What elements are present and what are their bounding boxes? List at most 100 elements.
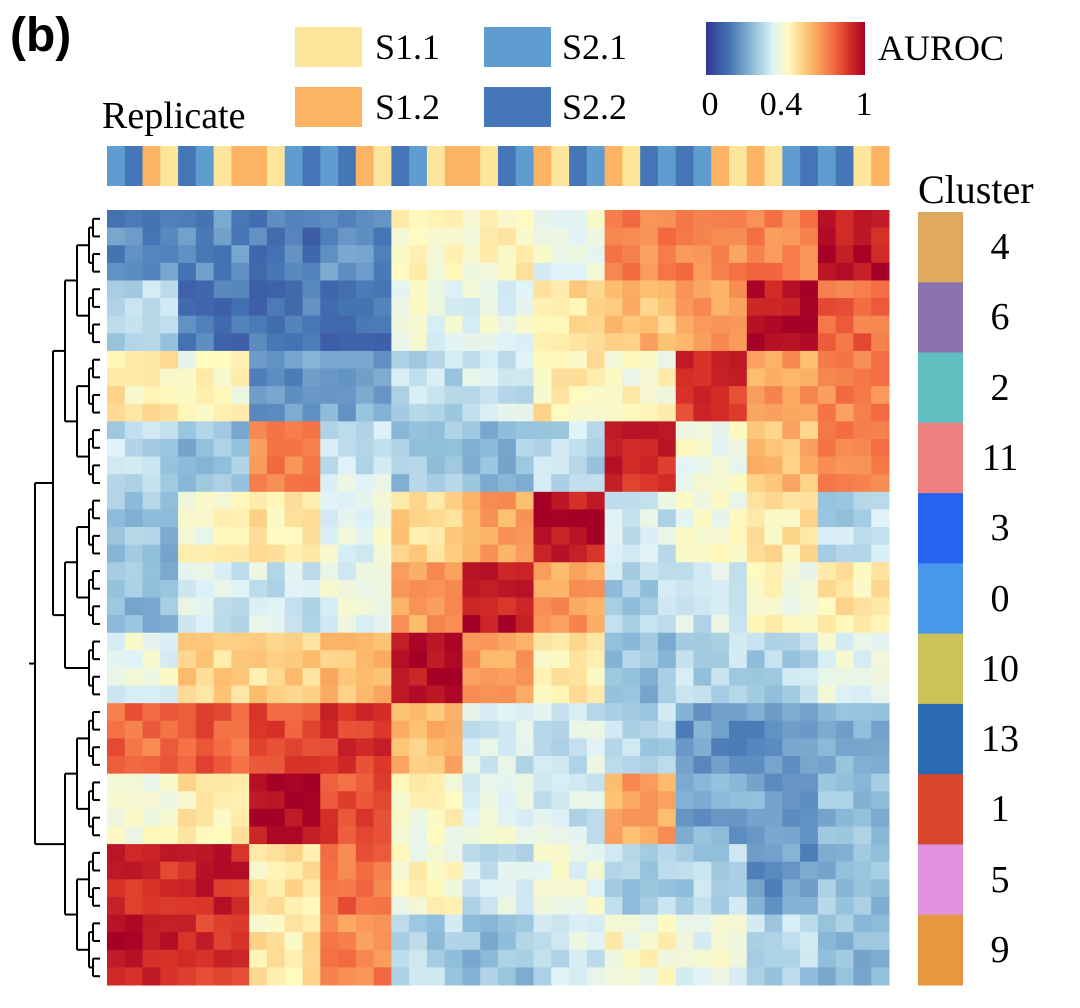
heatmap-cell <box>195 210 215 229</box>
heatmap-cell <box>373 632 392 651</box>
heatmap-cell <box>426 456 446 475</box>
heatmap-cell <box>622 632 641 651</box>
heatmap-cell <box>266 720 286 739</box>
heatmap-cell <box>569 333 588 352</box>
heatmap-cell <box>800 245 819 264</box>
heatmap-cell <box>782 632 801 651</box>
heatmap-cell <box>124 280 144 299</box>
heatmap-cell <box>657 210 677 229</box>
heatmap-cell <box>444 667 463 687</box>
heatmap-cell <box>782 579 801 598</box>
heatmap-cell <box>391 562 410 581</box>
heatmap-cell <box>782 403 801 422</box>
heatmap-cell <box>711 474 730 493</box>
heatmap-cell <box>480 932 499 951</box>
heatmap-cell <box>853 262 872 281</box>
heatmap-cell <box>266 333 286 352</box>
heatmap-cell <box>231 210 250 229</box>
heatmap-cell <box>800 861 819 880</box>
heatmap-cell <box>142 685 161 704</box>
heatmap-cell <box>835 474 854 493</box>
heatmap-cell <box>302 932 321 951</box>
heatmap-cell <box>586 738 606 757</box>
heatmap-cell <box>231 262 250 281</box>
heatmap-cell <box>480 227 499 246</box>
heatmap-cell <box>640 826 659 845</box>
heatmap-cell <box>107 509 126 528</box>
heatmap-cell <box>640 403 659 422</box>
heatmap-cell <box>640 509 659 528</box>
heatmap-cell <box>373 544 392 563</box>
heatmap-cell <box>746 844 766 863</box>
heatmap-cell <box>800 403 819 422</box>
heatmap-cell <box>178 421 197 440</box>
heatmap-cell <box>746 791 766 810</box>
heatmap-cell <box>178 650 197 669</box>
heatmap-cell <box>604 456 623 475</box>
replicate-cell <box>195 146 215 186</box>
replicate-cell <box>498 146 517 186</box>
heatmap-cell <box>195 914 215 933</box>
heatmap-cell <box>213 368 232 387</box>
heatmap-cell <box>107 527 126 546</box>
heatmap-cell <box>373 474 392 493</box>
heatmap-cell <box>800 368 819 387</box>
heatmap-cell <box>160 791 179 810</box>
replicate-cell <box>302 146 321 186</box>
heatmap-cell <box>178 509 197 528</box>
heatmap-cell <box>693 861 712 880</box>
heatmap-cell <box>675 368 694 387</box>
heatmap-cell <box>195 562 215 581</box>
heatmap-cell <box>391 227 410 246</box>
heatmap-cell <box>604 298 623 317</box>
heatmap-cell <box>782 386 801 405</box>
heatmap-cell <box>782 544 801 563</box>
heatmap-cell <box>338 879 357 898</box>
heatmap-cell <box>604 280 623 299</box>
heatmap-cell <box>569 667 588 687</box>
heatmap-cell <box>569 350 588 370</box>
heatmap-cell <box>515 210 535 229</box>
heatmap-cell <box>213 896 232 916</box>
heatmap-cell <box>693 844 712 863</box>
heatmap-cell <box>515 896 535 916</box>
heatmap-cell <box>462 632 481 651</box>
heatmap-cell <box>355 738 375 757</box>
heatmap-cell <box>391 791 410 810</box>
heatmap-cell <box>107 738 126 757</box>
heatmap-cell <box>515 456 535 475</box>
heatmap-cell <box>178 844 197 863</box>
replicate-cell <box>338 146 357 186</box>
heatmap-cell <box>835 703 854 722</box>
heatmap-cell <box>604 879 623 898</box>
cluster-swatch <box>918 914 963 986</box>
heatmap-cell <box>746 527 766 546</box>
heatmap-cell <box>515 967 535 986</box>
heatmap-cell <box>657 544 677 563</box>
heatmap-cell <box>622 333 641 352</box>
heatmap-cell <box>266 738 286 757</box>
heatmap-cell <box>657 386 677 405</box>
heatmap-cell <box>782 791 801 810</box>
heatmap-cell <box>729 298 748 317</box>
cluster-label: 3 <box>990 507 1010 550</box>
heatmap-cell <box>782 826 801 845</box>
heatmap-cell <box>373 896 392 916</box>
heatmap-cell <box>195 667 215 687</box>
heatmap-cell <box>480 315 499 334</box>
heatmap-cell <box>764 544 783 563</box>
heatmap-cell <box>195 791 215 810</box>
heatmap-cell <box>817 509 837 528</box>
heatmap-cell <box>160 844 179 863</box>
heatmap-cell <box>515 650 535 669</box>
colorbar <box>706 22 865 75</box>
heatmap-cell <box>817 474 837 493</box>
heatmap-cell <box>871 615 890 634</box>
heatmap-cell <box>391 720 410 739</box>
replicate-cell <box>462 146 481 186</box>
heatmap-cell <box>604 368 623 387</box>
heatmap-cell <box>817 245 837 264</box>
heatmap-cell <box>409 350 428 370</box>
heatmap-cell <box>266 509 286 528</box>
heatmap-cell <box>142 315 161 334</box>
